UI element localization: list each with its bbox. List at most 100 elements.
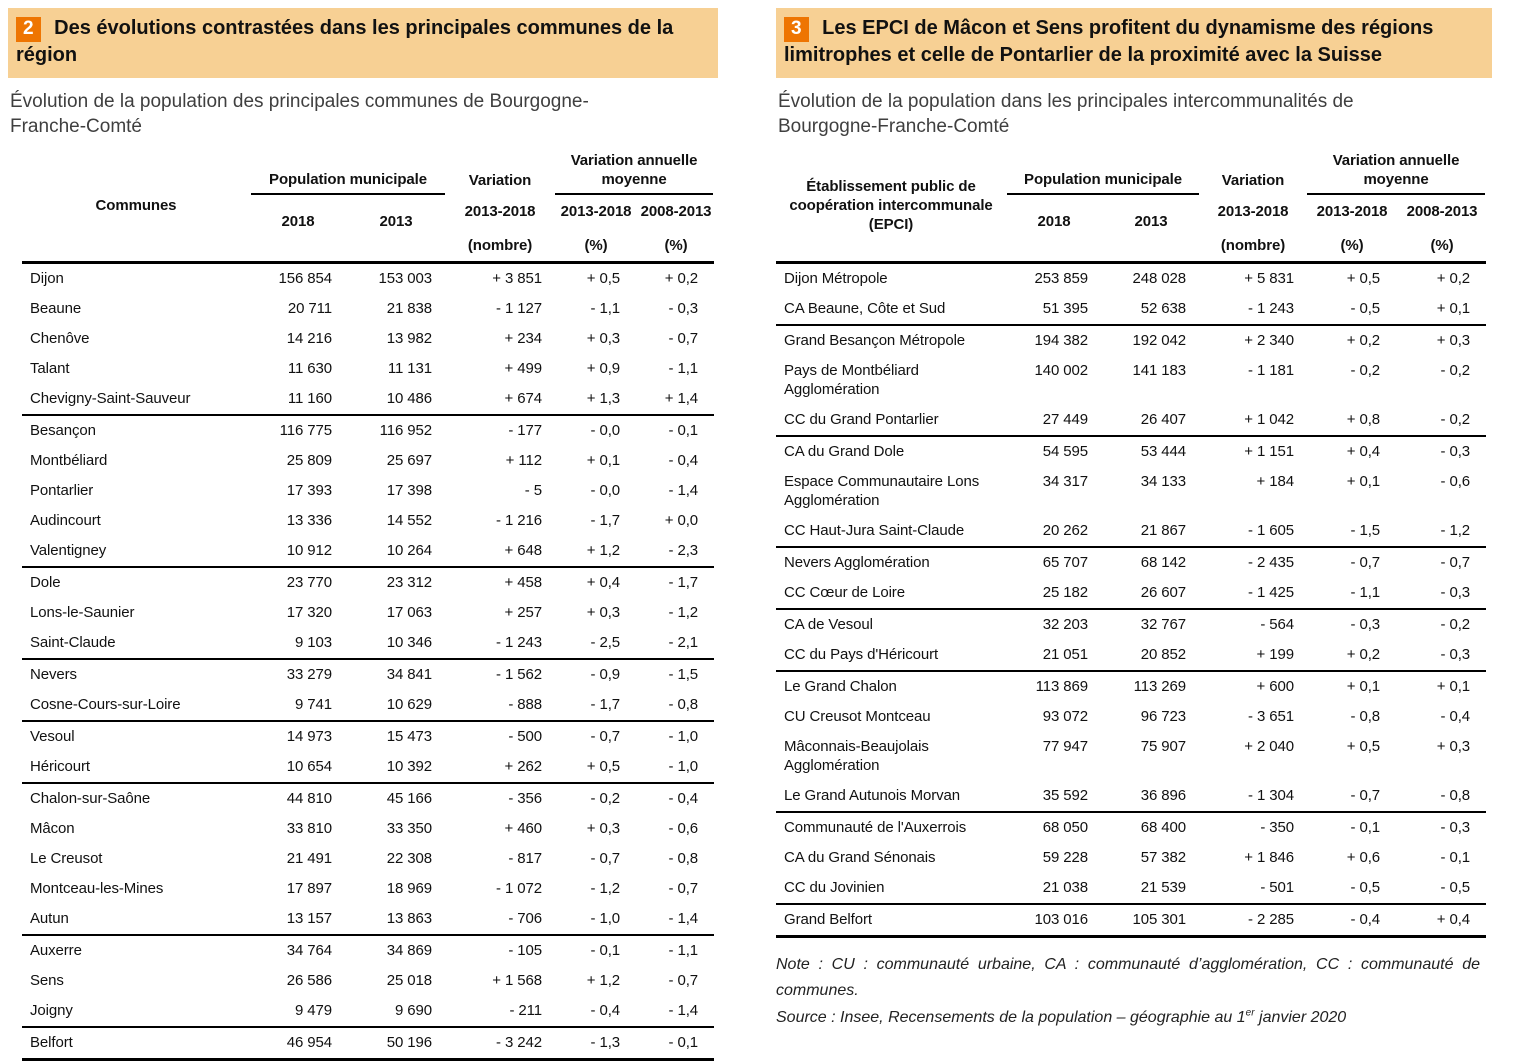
value-cell: 141 183	[1132, 362, 1187, 379]
table-row: Nevers Agglomération 65 707 68 142 - 2 435 -…	[776, 547, 1486, 578]
value-cell: - 0,4	[668, 790, 699, 807]
value-cell: + 0,2	[1346, 332, 1381, 349]
value-cell: 17 897	[286, 880, 332, 897]
figure-3-number-badge: 3	[784, 17, 809, 42]
value-cell: 17 393	[286, 482, 332, 499]
table-row: CU Creusot Montceau 93 072 96 723 - 3 651 - …	[776, 702, 1486, 732]
table-row: CA du Grand Dole 54 595 53 444 + 1 151 + 0,4…	[776, 436, 1486, 467]
name-cell: Sens	[30, 972, 64, 989]
col-header-variation-nombre: Variation 2013-2018 (nombre)	[464, 172, 536, 254]
value-cell: - 2 435	[1248, 554, 1295, 571]
value-cell: + 2 340	[1244, 332, 1295, 349]
value-cell: - 1 127	[496, 300, 543, 317]
table-row: Auxerre 34 764 34 869 - 105 - 0,1 - 1,1	[22, 935, 714, 966]
value-cell: + 0,9	[586, 360, 621, 377]
table-group: Chalon-sur-Saône 44 810 45 166 - 356 - 0,2 - …	[22, 783, 715, 935]
value-cell: - 0,4	[1350, 911, 1381, 928]
value-cell: + 0,2	[1346, 646, 1381, 663]
value-cell: 32 203	[1042, 616, 1088, 633]
value-cell: 194 382	[1034, 332, 1088, 349]
value-cell: 25 697	[386, 452, 433, 469]
table-row: CA Beaune, Côte et Sud 51 395 52 638 - 1 24…	[776, 294, 1486, 325]
value-cell: + 0,4	[1346, 443, 1381, 460]
value-cell: - 706	[508, 910, 543, 927]
value-cell: + 184	[1256, 473, 1295, 490]
value-cell: 20 852	[1140, 646, 1187, 663]
value-cell: + 1,2	[586, 542, 621, 559]
value-cell: 34 133	[1140, 473, 1187, 490]
value-cell: + 0,4	[586, 574, 621, 591]
value-cell: - 0,1	[590, 942, 621, 959]
value-cell: + 0,5	[1346, 270, 1381, 287]
value-cell: - 0,0	[590, 422, 621, 439]
name-cell: Cosne-Cours-sur-Loire	[30, 696, 181, 713]
name-cell: Espace Communautaire Lons Agglomération	[784, 473, 980, 509]
table-row: Besançon 116 775 116 952 - 177 - 0,0 - 0,1	[22, 415, 714, 446]
value-cell: 54 595	[1042, 443, 1088, 460]
figure-2-number-badge: 2	[16, 17, 41, 42]
value-cell: + 1,3	[586, 390, 621, 407]
value-cell: 25 809	[286, 452, 332, 469]
table-row: CC du Jovinien 21 038 21 539 - 501 - 0,5 - 0,…	[776, 873, 1486, 904]
value-cell: + 112	[505, 452, 543, 469]
table-row: Autun 13 157 13 863 - 706 - 1,0 - 1,4	[22, 904, 714, 935]
value-cell: - 0,1	[668, 422, 699, 439]
table-row: Mâconnais-Beaujolais Agglomération 77 947…	[776, 732, 1486, 781]
value-cell: + 0,2	[1436, 270, 1471, 287]
table-row: Dole 23 770 23 312 + 458 + 0,4 - 1,7	[22, 567, 714, 598]
value-cell: - 0,2	[1440, 616, 1471, 633]
col-header-2008-2013-pct: 2008-2013 (%)	[1406, 203, 1478, 254]
col-header-variation-nombre: Variation 2013-2018 (nombre)	[1217, 172, 1289, 254]
value-cell: 32 767	[1140, 616, 1187, 633]
value-cell: + 1 042	[1244, 411, 1295, 428]
value-cell: 20 262	[1042, 522, 1088, 539]
value-cell: - 1 304	[1248, 787, 1295, 804]
value-cell: 14 973	[286, 728, 332, 745]
value-cell: + 262	[504, 758, 543, 775]
figure-2-title: Des évolutions contrastées dans les prin…	[16, 17, 674, 66]
name-cell: Le Grand Chalon	[784, 678, 897, 695]
value-cell: - 3 242	[496, 1034, 543, 1051]
value-cell: 46 954	[286, 1034, 332, 1051]
name-cell: Montbéliard	[30, 452, 108, 469]
value-cell: - 1 605	[1248, 522, 1295, 539]
value-cell: - 0,2	[1350, 362, 1381, 379]
value-cell: 116 952	[379, 422, 433, 439]
value-cell: 10 912	[286, 542, 332, 559]
value-cell: - 1,4	[668, 482, 699, 499]
value-cell: + 0,5	[586, 758, 621, 775]
col-header-2018: 2018	[1037, 212, 1071, 230]
value-cell: - 2 285	[1248, 911, 1295, 928]
table-row: Sens 26 586 25 018 + 1 568 + 1,2 - 0,7	[22, 966, 714, 996]
name-cell: Nevers	[30, 666, 77, 683]
name-cell: Valentigney	[30, 542, 107, 559]
value-cell: - 0,7	[1440, 554, 1471, 571]
value-cell: 14 552	[386, 512, 433, 529]
value-cell: 23 312	[386, 574, 433, 591]
table-row: CC Haut-Jura Saint-Claude 20 262 21 867 - 1…	[776, 516, 1486, 547]
table-group: Dole 23 770 23 312 + 458 + 0,4 - 1,7 Lons-le-S…	[22, 567, 715, 659]
value-cell: 13 863	[386, 910, 433, 927]
table-row: Pontarlier 17 393 17 398 - 5 - 0,0 - 1,4	[22, 476, 714, 506]
table-row: Héricourt 10 654 10 392 + 262 + 0,5 - 1,0	[22, 752, 714, 783]
name-cell: Grand Besançon Métropole	[784, 332, 966, 349]
value-cell: - 1 243	[1248, 300, 1295, 317]
value-cell: 21 491	[286, 850, 332, 867]
name-cell: Chenôve	[30, 330, 90, 347]
value-cell: 13 982	[386, 330, 433, 347]
name-cell: Communauté de l'Auxerrois	[784, 819, 967, 836]
value-cell: 21 038	[1042, 879, 1088, 896]
value-cell: - 0,6	[1440, 473, 1471, 490]
value-cell: - 0,5	[1350, 879, 1381, 896]
value-cell: 10 392	[386, 758, 433, 775]
value-cell: - 0,7	[668, 972, 699, 989]
value-cell: - 0,3	[1440, 646, 1471, 663]
name-cell: CA du Grand Dole	[784, 443, 905, 460]
name-cell: Pays de Montbéliard Agglomération	[784, 362, 919, 398]
value-cell: - 0,7	[668, 330, 699, 347]
value-cell: 9 741	[294, 696, 332, 713]
value-cell: 9 103	[294, 634, 332, 651]
value-cell: 26 607	[1140, 584, 1187, 601]
value-cell: + 0,1	[1436, 300, 1471, 317]
value-cell: 26 586	[286, 972, 332, 989]
